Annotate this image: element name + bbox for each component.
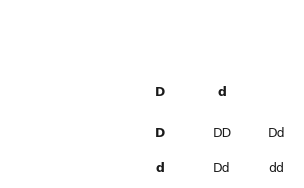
Text: D: D <box>154 127 165 140</box>
Text: Dd: Dd <box>268 127 285 140</box>
Text: d: d <box>155 162 164 175</box>
Text: dd: dd <box>268 162 285 175</box>
Text: Dd: Dd <box>213 162 231 175</box>
Text: d: d <box>218 86 226 99</box>
Text: Male
alleles: Male alleles <box>43 136 85 164</box>
Text: D: D <box>154 86 165 99</box>
Text: Female
alleles: Female alleles <box>167 21 214 49</box>
Text: DD: DD <box>212 127 232 140</box>
